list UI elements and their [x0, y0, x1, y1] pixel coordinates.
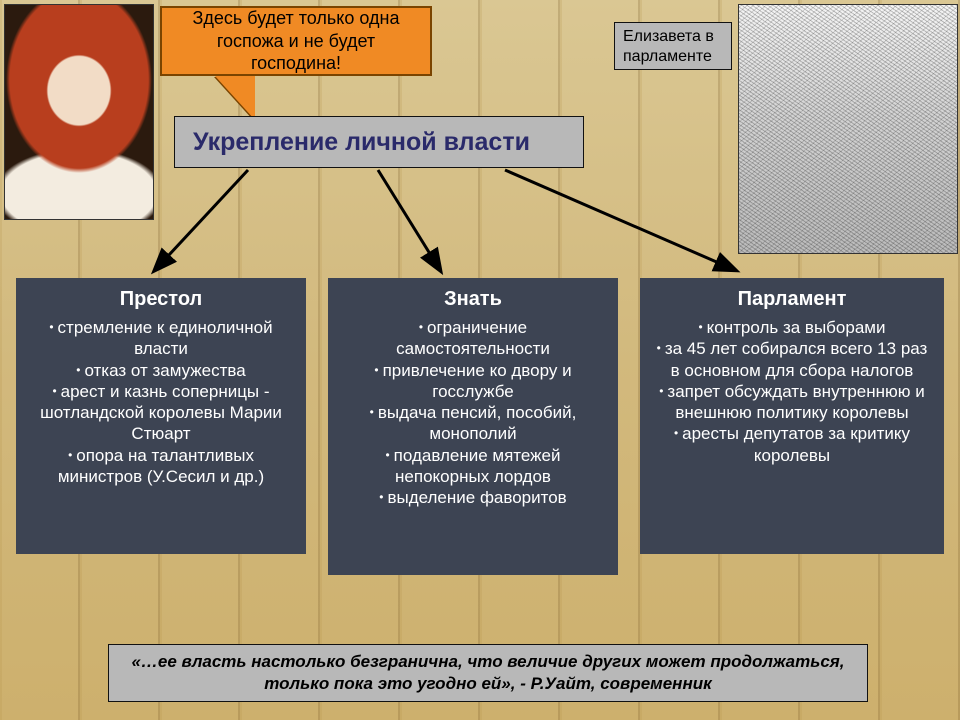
image-caption: Елизавета в парламенте [614, 22, 732, 70]
parliament-engraving-image [738, 4, 958, 254]
portrait-image [4, 4, 154, 220]
speech-bubble-tail [215, 76, 255, 120]
main-title: Укрепление личной власти [174, 116, 584, 168]
title-text: Укрепление личной власти [193, 128, 530, 157]
arrow [378, 170, 440, 270]
list-item: выделение фаворитов [336, 487, 610, 508]
list-item: привлечение ко двору и госслужбе [336, 360, 610, 403]
list-item: подавление мятежей непокорных лордов [336, 445, 610, 488]
list-item: стремление к единоличной власти [24, 317, 298, 360]
arrow [505, 170, 735, 270]
column-list: контроль за выборами за 45 лет собирался… [648, 317, 936, 466]
column-list: стремление к единоличной власти отказ от… [24, 317, 298, 487]
column-title: Престол [24, 288, 298, 311]
speech-text: Здесь будет только одна госпожа и не буд… [180, 7, 412, 75]
list-item: ограничение самостоятельности [336, 317, 610, 360]
list-item: запрет обсуждать внутреннюю и внешнюю по… [648, 381, 936, 424]
column-title: Знать [336, 288, 610, 311]
column-throne: Престол стремление к единоличной власти … [16, 278, 306, 554]
portrait-placeholder [5, 5, 153, 219]
column-nobility: Знать ограничение самостоятельности прив… [328, 278, 618, 575]
quote-text: «…ее власть настолько безгранична, что в… [123, 651, 853, 695]
speech-bubble: Здесь будет только одна госпожа и не буд… [160, 6, 432, 76]
quote-bar: «…ее власть настолько безгранична, что в… [108, 644, 868, 702]
list-item: контроль за выборами [648, 317, 936, 338]
column-list: ограничение самостоятельности привлечени… [336, 317, 610, 508]
arrow [155, 170, 248, 270]
list-item: опора на талантливых министров (У.Сесил … [24, 445, 298, 488]
list-item: отказ от замужества [24, 360, 298, 381]
column-parliament: Парламент контроль за выборами за 45 лет… [640, 278, 944, 554]
column-title: Парламент [648, 288, 936, 311]
list-item: выдача пенсий, пособий, монополий [336, 402, 610, 445]
list-item: аресты депутатов за критику королевы [648, 423, 936, 466]
engraving-placeholder [739, 5, 957, 253]
list-item: за 45 лет собирался всего 13 раз в основ… [648, 338, 936, 381]
list-item: арест и казнь соперницы - шотландской ко… [24, 381, 298, 445]
caption-text: Елизавета в парламенте [623, 28, 714, 65]
